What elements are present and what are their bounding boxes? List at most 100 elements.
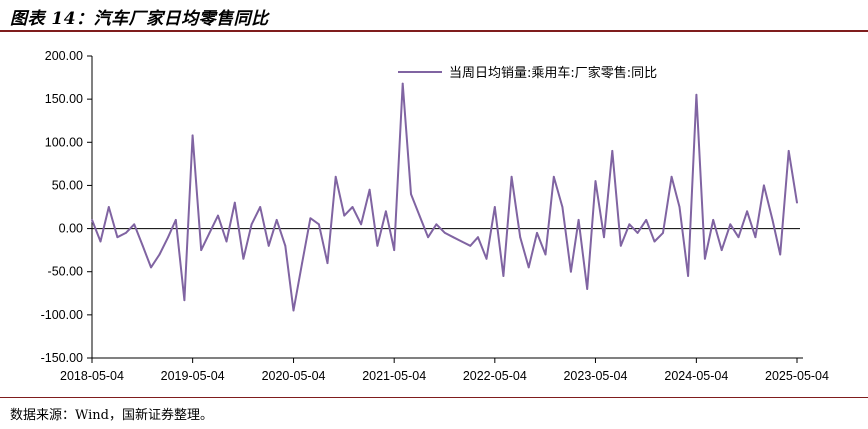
data-point — [418, 214, 421, 217]
y-tick-label: 50.00 — [52, 178, 83, 192]
data-point — [645, 219, 648, 221]
data-point — [737, 236, 740, 239]
data-point — [107, 206, 110, 208]
data-point — [561, 206, 564, 208]
data-point — [712, 219, 715, 221]
data-point — [167, 236, 169, 239]
title-rule — [0, 30, 868, 32]
y-axis: 200.00 150.00 100.00 50.00 0.00 -50.00 -100.00… — [41, 49, 93, 365]
y-tick-label: 150.00 — [45, 92, 83, 106]
data-point — [116, 236, 119, 239]
data-point — [292, 309, 295, 312]
data-point — [284, 244, 287, 247]
data-point — [133, 223, 136, 226]
data-point — [376, 244, 379, 247]
figure-title: 图表 14：汽车厂家日均零售同比 — [10, 9, 269, 29]
data-point — [653, 240, 656, 243]
data-point — [687, 275, 689, 277]
data-point — [469, 244, 472, 247]
data-point — [670, 175, 673, 178]
x-tick-label: 2021-05-04 — [362, 369, 426, 383]
data-point — [779, 253, 782, 256]
data-point — [191, 134, 194, 137]
data-point — [586, 288, 589, 290]
data-point — [493, 206, 496, 208]
source-rule — [0, 397, 868, 398]
data-point — [326, 262, 329, 264]
data-point — [427, 236, 429, 239]
data-point — [150, 266, 152, 269]
data-point — [259, 206, 262, 208]
y-tick-label: -150.00 — [41, 351, 83, 365]
data-point — [570, 270, 572, 273]
data-point — [519, 236, 522, 239]
data-point — [208, 231, 211, 234]
x-axis: 2018-05-04 2019-05-04 2020-05-04 2021-05-04… — [60, 357, 829, 383]
series-line — [91, 82, 798, 312]
data-point — [787, 150, 790, 152]
data-point — [225, 240, 228, 243]
data-point — [410, 193, 412, 195]
data-point — [527, 266, 530, 269]
data-point — [360, 223, 362, 226]
data-point — [233, 201, 236, 204]
data-point — [343, 214, 346, 217]
data-point — [678, 206, 681, 208]
data-point — [217, 214, 219, 217]
data-point — [250, 223, 253, 226]
source-note: 数据来源：Wind，国新证券整理。 — [10, 408, 213, 423]
y-tick-label: 200.00 — [45, 49, 83, 63]
data-point — [510, 175, 513, 178]
data-point — [662, 231, 664, 234]
data-point — [435, 223, 438, 226]
data-point — [754, 236, 757, 239]
data-point — [536, 231, 538, 234]
data-point — [301, 262, 303, 264]
data-point — [577, 219, 580, 221]
data-point — [594, 180, 597, 183]
data-point — [502, 275, 505, 277]
data-point — [619, 244, 622, 247]
x-tick-label: 2023-05-04 — [563, 369, 627, 383]
data-point — [318, 223, 320, 226]
data-point — [125, 231, 127, 234]
data-point — [174, 219, 177, 221]
data-point — [603, 236, 605, 239]
data-point — [99, 240, 102, 243]
data-point — [477, 236, 479, 239]
data-point — [763, 184, 765, 187]
legend-label: 当周日均销量:乘用车:厂家零售:同比 — [449, 65, 657, 81]
data-point — [385, 210, 387, 213]
data-point — [351, 206, 354, 208]
y-tick-label: 0.00 — [59, 222, 83, 236]
data-point — [275, 219, 278, 221]
x-tick-label: 2020-05-04 — [262, 369, 326, 383]
data-point — [200, 249, 203, 252]
data-point — [242, 257, 245, 260]
y-tick-label: -100.00 — [41, 308, 83, 322]
x-tick-label: 2025-05-04 — [765, 369, 829, 383]
data-point — [309, 217, 312, 220]
data-point — [704, 257, 706, 260]
data-point — [636, 231, 639, 234]
data-point — [771, 219, 774, 221]
x-tick-label: 2024-05-04 — [664, 369, 728, 383]
data-point — [141, 244, 144, 247]
data-point — [544, 253, 547, 256]
data-point — [401, 82, 404, 85]
data-point — [746, 210, 748, 213]
y-tick-label: 100.00 — [45, 135, 83, 149]
x-tick-label: 2019-05-04 — [161, 369, 225, 383]
legend: 当周日均销量:乘用车:厂家零售:同比 — [398, 65, 657, 81]
data-point — [552, 175, 555, 178]
data-point — [796, 201, 798, 204]
data-point — [452, 236, 455, 239]
data-point — [267, 244, 270, 247]
y-tick-label: -50.00 — [48, 265, 83, 279]
data-point — [695, 93, 698, 96]
data-point — [183, 299, 186, 302]
data-point — [460, 240, 463, 243]
data-point — [729, 223, 732, 226]
data-point — [158, 253, 161, 256]
